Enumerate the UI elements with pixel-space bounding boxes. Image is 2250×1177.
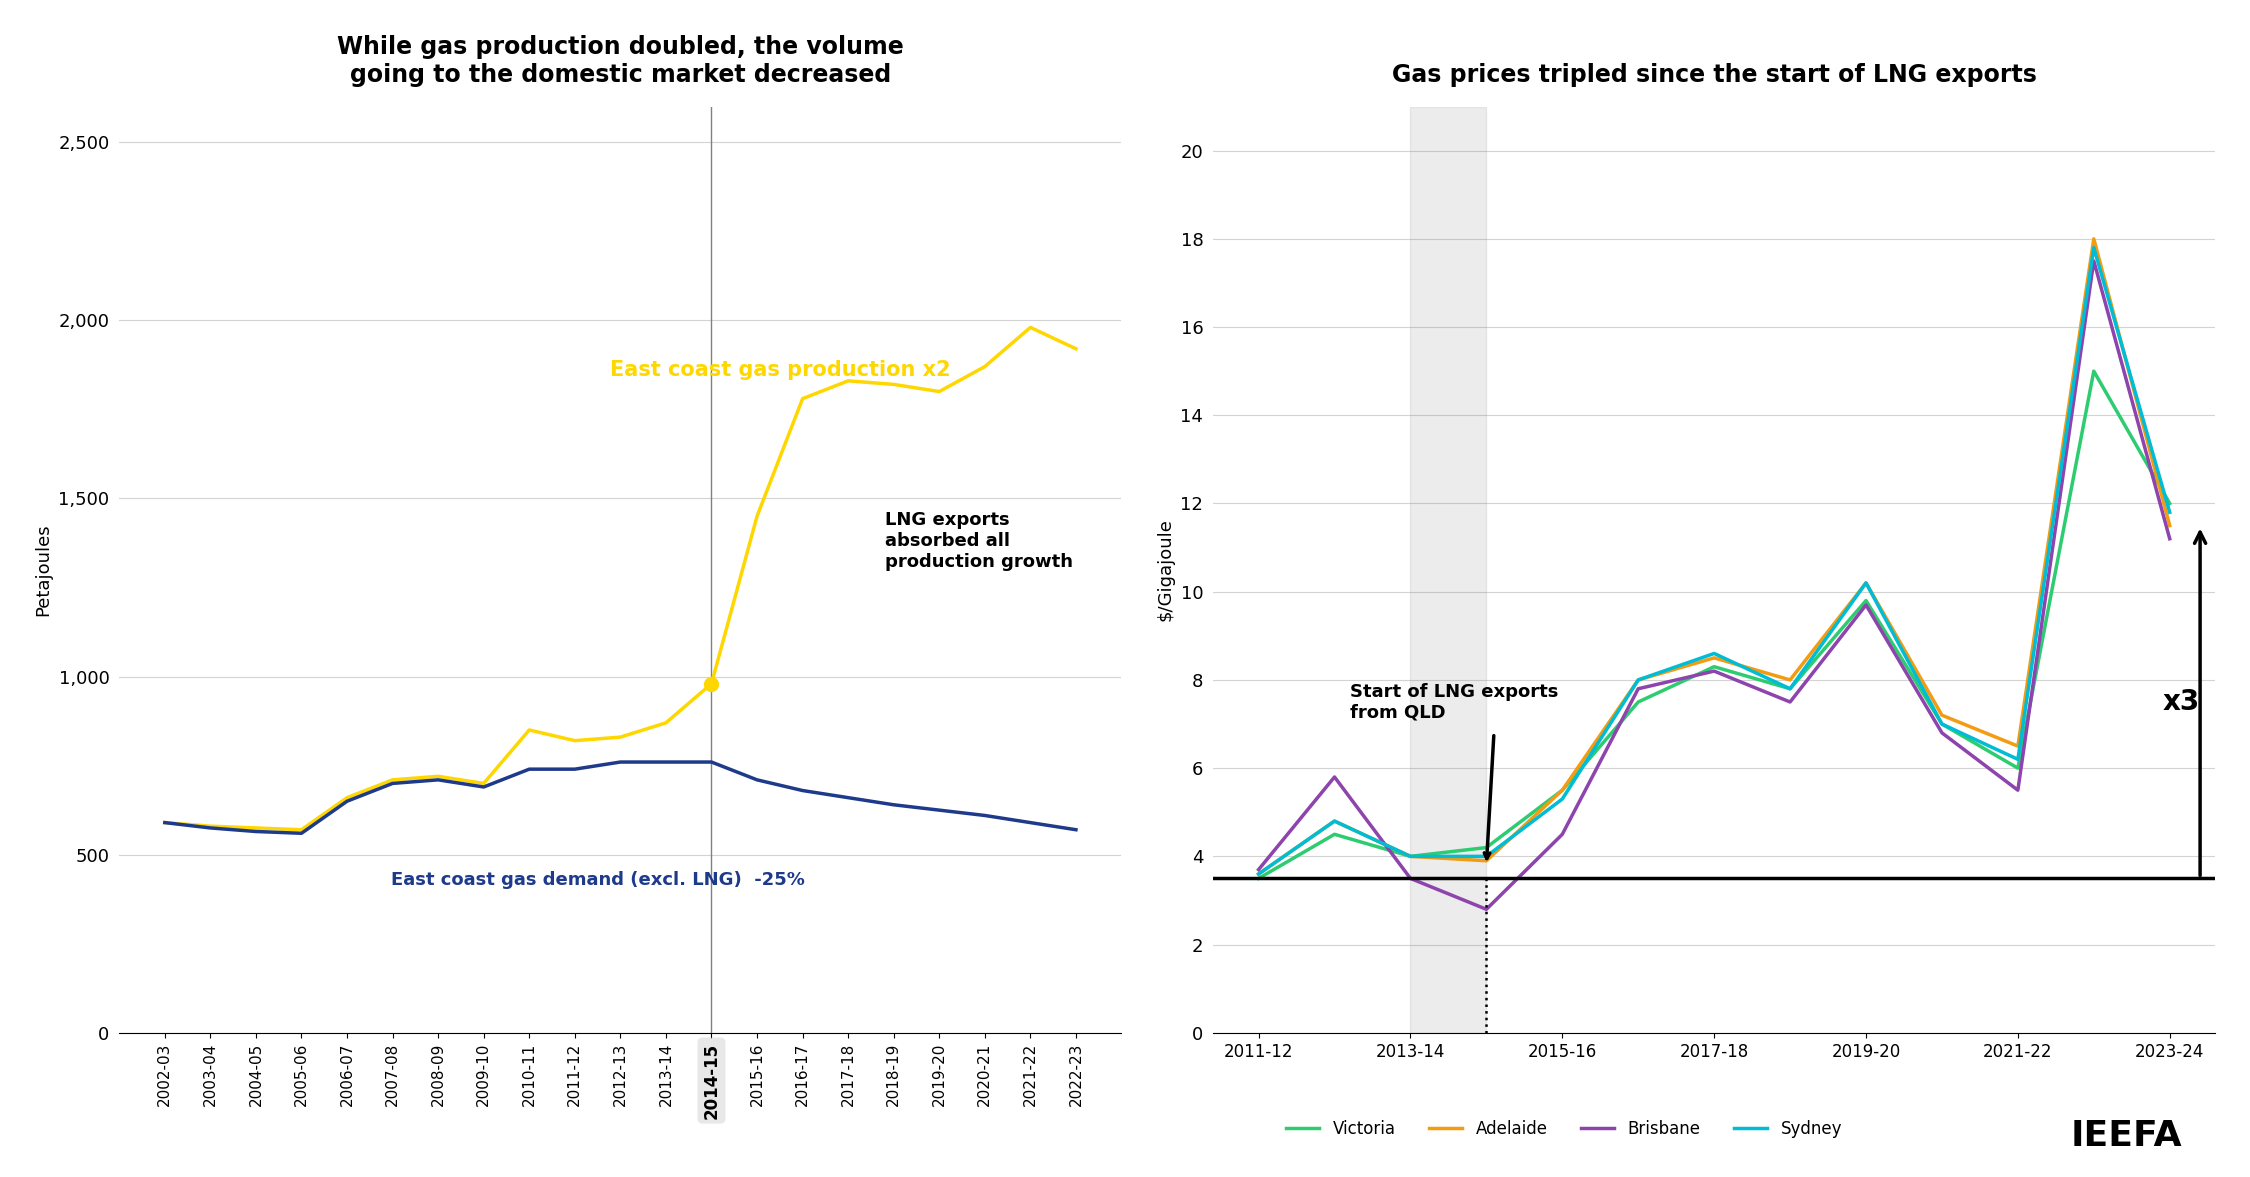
Y-axis label: Petajoules: Petajoules [34,524,52,616]
Text: East coast gas demand (excl. LNG)  -25%: East coast gas demand (excl. LNG) -25% [392,871,806,889]
Bar [1411,107,1487,1032]
Title: Gas prices tripled since the start of LNG exports: Gas prices tripled since the start of LN… [1393,62,2036,87]
Text: LNG exports
absorbed all
production growth: LNG exports absorbed all production grow… [884,511,1073,571]
Text: East coast gas production x2: East coast gas production x2 [610,360,950,380]
Y-axis label: $/Gigajoule: $/Gigajoule [1156,518,1174,621]
Title: While gas production doubled, the volume
going to the domestic market decreased: While gas production doubled, the volume… [338,35,904,87]
Text: IEEFA: IEEFA [2070,1119,2182,1153]
Text: x3: x3 [2162,689,2200,716]
Text: Start of LNG exports
from QLD: Start of LNG exports from QLD [1350,683,1557,722]
Legend: Victoria, Adelaide, Brisbane, Sydney: Victoria, Adelaide, Brisbane, Sydney [1278,1113,1849,1145]
